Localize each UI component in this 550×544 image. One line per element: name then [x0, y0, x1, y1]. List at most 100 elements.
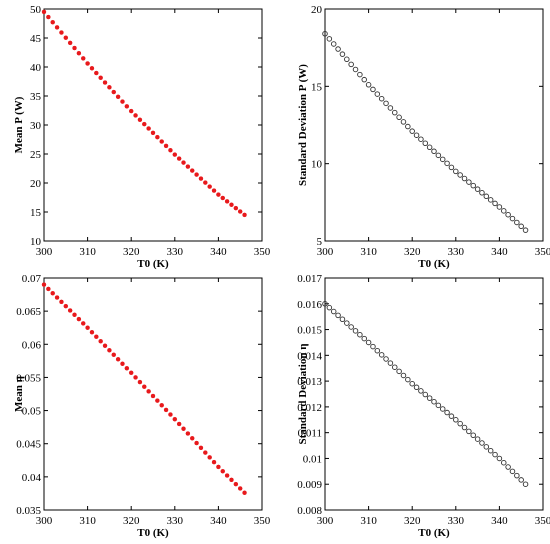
data-point: [405, 123, 411, 130]
y-tick-label: 0.035: [16, 505, 41, 517]
axes-box: [324, 277, 544, 511]
y-tick-label: 0.016: [297, 299, 322, 311]
data-point: [453, 417, 459, 423]
data-point: [120, 361, 125, 367]
y-tick-label: 0.04: [22, 472, 42, 484]
data-point: [176, 156, 182, 161]
chart-panel-4: 300 310 320 330 340 350 0.008 0.009 0.01 0.011 0.0…: [297, 273, 550, 539]
x-tick-label: 300: [317, 246, 334, 258]
y-tick-label: 0.06: [22, 339, 42, 351]
data-point: [348, 324, 354, 330]
data-point: [168, 147, 173, 153]
data-point: [155, 134, 160, 140]
data-point: [242, 490, 247, 496]
data-point: [72, 45, 77, 51]
data-point: [352, 66, 359, 73]
data-point: [124, 366, 130, 371]
data-point: [176, 421, 182, 427]
y-tick-label: 0.011: [298, 428, 322, 440]
data-point: [505, 211, 511, 218]
data-point: [326, 304, 333, 311]
x-axis-label: T0 (K): [418, 258, 450, 270]
y-tick-label: 0.045: [16, 439, 41, 451]
data-point: [185, 431, 191, 436]
data-point: [102, 343, 108, 348]
data-point: [487, 447, 494, 454]
y-tick-label: 5: [317, 236, 323, 248]
data-point: [194, 172, 199, 177]
data-point: [435, 152, 442, 159]
data-point: [89, 66, 95, 71]
data-point: [155, 398, 160, 403]
data-point: [46, 14, 51, 20]
data-point: [522, 227, 529, 233]
data-point: [509, 468, 516, 475]
data-point: [426, 395, 433, 401]
data-point: [352, 328, 359, 334]
data-point: [237, 486, 243, 491]
data-point: [85, 61, 90, 66]
data-point: [102, 80, 108, 85]
data-point: [330, 308, 337, 315]
data-point: [422, 140, 429, 147]
data-point: [496, 204, 503, 210]
data-point: [211, 459, 217, 465]
data-point: [505, 464, 511, 470]
data-point: [400, 119, 407, 125]
y-tick-label: 0.015: [297, 325, 322, 337]
y-tick-label: 0.05: [22, 406, 42, 418]
x-tick-label: 330: [167, 515, 184, 527]
data-point: [479, 189, 485, 196]
data-point: [194, 440, 199, 446]
data-point: [487, 197, 494, 203]
data-point: [124, 104, 130, 109]
y-tick-label: 0.055: [16, 372, 41, 384]
data-point: [453, 168, 459, 175]
x-tick-label: 320: [404, 515, 421, 527]
y-tick-label: 0.017: [297, 273, 322, 285]
data-point: [146, 389, 151, 394]
y-tick-label: 0.012: [297, 402, 322, 414]
y-axis-label: Standard Deviation P (W): [297, 64, 309, 186]
data-point: [211, 188, 217, 193]
data-point: [185, 164, 191, 169]
y-tick-label: 15: [311, 81, 323, 93]
chart-panel-1: 300 310 320 330 340 350 10 15 20 25 30 35 40 45 50 T0 (…: [13, 4, 271, 270]
data-point: [207, 184, 212, 189]
x-tick-label: 310: [79, 515, 96, 527]
data-point: [370, 86, 376, 93]
data-point: [76, 316, 82, 322]
axes-box: [43, 277, 263, 511]
data-point: [237, 209, 243, 214]
data-point: [431, 148, 437, 155]
data-point: [150, 393, 156, 399]
x-tick-label: 340: [491, 246, 508, 258]
data-point: [466, 179, 472, 185]
data-point: [344, 56, 350, 63]
data-point: [216, 464, 221, 470]
x-tick-label: 310: [360, 515, 377, 527]
y-tick-label: 40: [30, 62, 42, 74]
data-point: [189, 168, 195, 173]
data-point: [514, 472, 520, 479]
data-point: [483, 444, 490, 450]
data-point: [326, 36, 333, 42]
axes-box: [43, 8, 263, 242]
chart-panel-2: 300 310 320 330 340 350 5 10 15 20 T0 (K) Standard …: [297, 4, 550, 270]
x-tick-label: 320: [123, 246, 140, 258]
data-point: [413, 132, 420, 138]
x-tick-label: 350: [535, 246, 550, 258]
data-point: [59, 299, 64, 305]
data-point: [357, 71, 363, 78]
data-point: [492, 451, 498, 458]
data-point: [439, 406, 446, 412]
x-tick-label: 350: [535, 515, 550, 527]
data-point: [189, 436, 195, 441]
data-point: [115, 94, 121, 100]
data-point: [400, 372, 407, 379]
data-point: [374, 91, 381, 97]
data-point: [229, 202, 234, 207]
data-point: [422, 391, 429, 398]
x-tick-label: 340: [210, 246, 227, 258]
